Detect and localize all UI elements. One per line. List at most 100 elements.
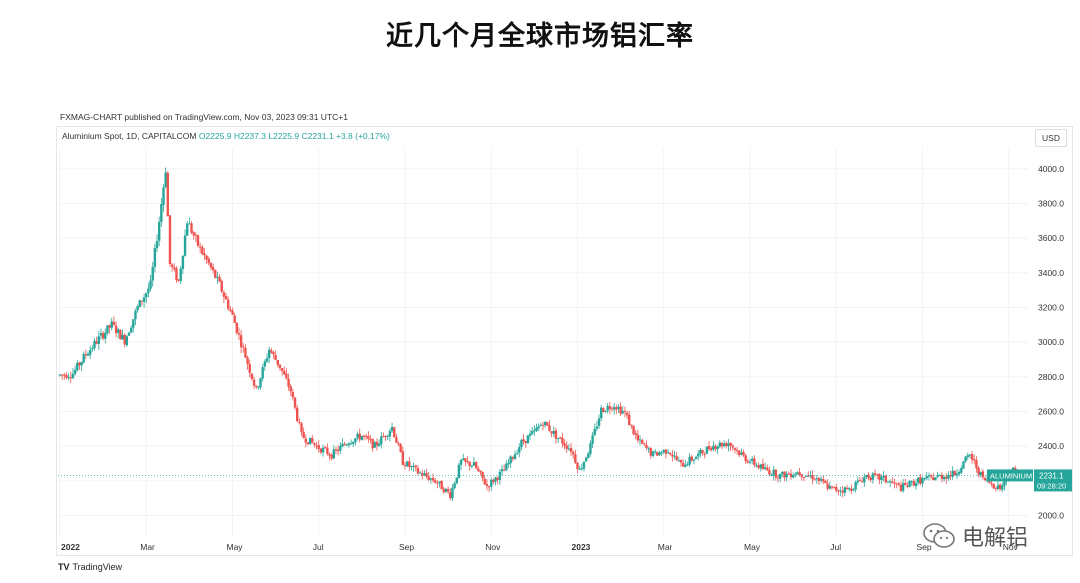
candle-body <box>863 477 866 483</box>
candle-body <box>76 362 79 371</box>
candle-body <box>774 469 778 478</box>
candle-body <box>744 455 747 462</box>
candle-body <box>190 223 193 233</box>
candle-body <box>630 424 633 426</box>
candle-body <box>699 449 702 454</box>
candle-body <box>791 475 795 478</box>
candle-body <box>321 447 325 453</box>
y-tick-label: 2600.0 <box>1038 406 1064 416</box>
x-tick-label: Nov <box>485 542 501 552</box>
candle-body <box>218 276 221 282</box>
candle-body <box>375 441 379 446</box>
y-tick-label: 3400.0 <box>1038 268 1064 278</box>
candle-body <box>666 452 670 454</box>
candle-body <box>860 481 864 483</box>
candle-body <box>854 482 857 490</box>
candle-body <box>731 445 734 448</box>
candle-body <box>845 487 849 490</box>
candle-body <box>865 475 868 478</box>
candle-body <box>649 448 653 456</box>
candle-body <box>703 453 706 455</box>
candle-body <box>763 467 767 469</box>
candle-body <box>209 262 213 268</box>
candle-body <box>673 455 676 457</box>
candle-body <box>99 333 103 336</box>
candle-body <box>677 460 681 462</box>
candle-body <box>326 447 329 454</box>
currency-button[interactable]: USD <box>1035 129 1067 147</box>
candle-body <box>714 446 717 449</box>
candle-body <box>505 463 508 471</box>
candle-body <box>852 489 855 491</box>
candle-body <box>367 436 370 439</box>
candle-body <box>787 473 791 475</box>
candle-body <box>334 449 338 451</box>
candle-body <box>813 479 816 481</box>
candle-body <box>684 464 687 468</box>
candle-body <box>349 443 353 445</box>
candle-body <box>757 465 760 468</box>
candle-body <box>983 477 987 481</box>
candle-body <box>850 488 853 491</box>
candle-body <box>459 459 463 465</box>
candle-body <box>60 374 64 376</box>
symbol-label: Aluminium Spot, 1D, CAPITALCOM <box>62 131 197 141</box>
candle-body <box>380 436 383 445</box>
candle-body <box>166 173 170 217</box>
candle-body <box>623 411 627 413</box>
tradingview-label: TradingView <box>72 562 123 572</box>
candle-body <box>63 374 66 376</box>
candle-body <box>727 443 730 447</box>
page-title: 近几个月全球市场铝汇率 <box>386 21 694 52</box>
candle-body <box>291 391 295 398</box>
x-tick-label: Sep <box>399 542 414 552</box>
candle-body <box>119 329 122 340</box>
candle-body <box>416 468 420 474</box>
candle-body <box>669 452 672 455</box>
candle-body <box>835 487 838 491</box>
candle-body <box>548 425 551 431</box>
candle-body <box>71 373 75 379</box>
candle-body <box>304 438 308 443</box>
candle-body <box>142 297 146 302</box>
candle-body <box>910 481 913 483</box>
candle-body <box>345 444 348 446</box>
candle-body <box>979 471 982 476</box>
candle-body <box>962 461 965 469</box>
candle-body <box>936 475 939 478</box>
candle-body <box>300 423 303 433</box>
grid <box>58 148 1028 538</box>
candle-body <box>800 474 803 477</box>
time-axis: 2022 Mar May Jul Sep Nov 2023 Mar May Jul Sep Nov <box>61 542 1019 552</box>
candle-body <box>73 369 77 374</box>
candle-body <box>203 253 206 256</box>
candle-body <box>270 350 273 353</box>
candle-body <box>175 268 178 281</box>
candle-body <box>878 473 881 480</box>
candle-body <box>360 435 364 440</box>
candle-body <box>267 349 271 358</box>
candle-body <box>442 488 446 493</box>
y-tick-label: 2400.0 <box>1038 441 1064 451</box>
candle-body <box>502 469 506 471</box>
candle-body <box>772 469 775 476</box>
candle-body <box>578 468 581 470</box>
candle-body <box>640 439 644 444</box>
candle-body <box>692 459 696 461</box>
candle-body <box>183 235 187 256</box>
candle-body <box>477 468 480 471</box>
candle-body <box>738 450 741 456</box>
candle-body <box>658 452 661 456</box>
candle-body <box>634 433 637 436</box>
candle-body <box>239 335 243 348</box>
candle-body <box>645 445 648 448</box>
candle-body <box>393 427 396 438</box>
candle-body <box>580 468 584 470</box>
candle-body <box>638 439 642 441</box>
candle-body <box>897 483 900 485</box>
candle-body <box>901 483 905 491</box>
candle-body <box>809 475 812 477</box>
tradingview-logo[interactable]: TV TradingView <box>58 562 122 572</box>
candle-body <box>423 473 426 476</box>
